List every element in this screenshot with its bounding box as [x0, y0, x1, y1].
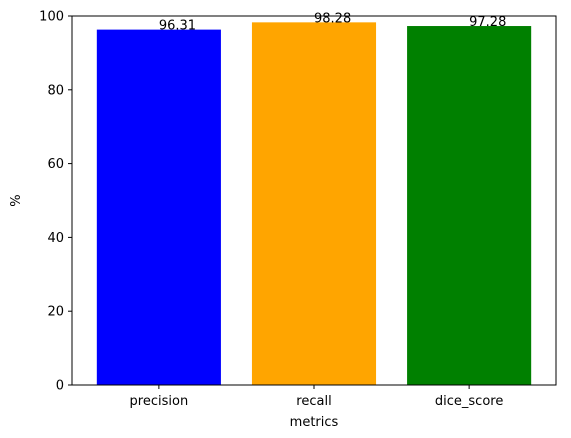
- x-axis-ticks: precision recall dice_score: [130, 385, 503, 409]
- bar-precision: [96, 29, 221, 386]
- bar-dice-score: [407, 26, 532, 385]
- x-tick-label: dice_score: [435, 394, 503, 409]
- y-tick-label: 100: [39, 10, 64, 25]
- y-axis-label: %: [9, 194, 24, 206]
- data-labels-group: 96.31 98.28 97.28: [159, 11, 506, 33]
- data-label: 96.31: [159, 19, 196, 34]
- y-tick-label: 60: [47, 157, 64, 172]
- x-axis-label: metrics: [290, 415, 339, 430]
- bar-recall: [251, 22, 377, 385]
- data-label: 98.28: [314, 11, 351, 26]
- y-tick-label: 20: [47, 305, 64, 320]
- plot-frame: [71, 15, 557, 386]
- x-tick-label: recall: [296, 394, 331, 409]
- x-tick-label: precision: [130, 394, 189, 409]
- y-axis-ticks: 0 20 40 60 80 100: [39, 10, 72, 394]
- y-tick-label: 0: [56, 379, 64, 394]
- data-label: 97.28: [469, 15, 506, 30]
- y-tick-label: 40: [47, 231, 64, 246]
- bars-group: [96, 22, 532, 386]
- y-tick-label: 80: [47, 83, 64, 98]
